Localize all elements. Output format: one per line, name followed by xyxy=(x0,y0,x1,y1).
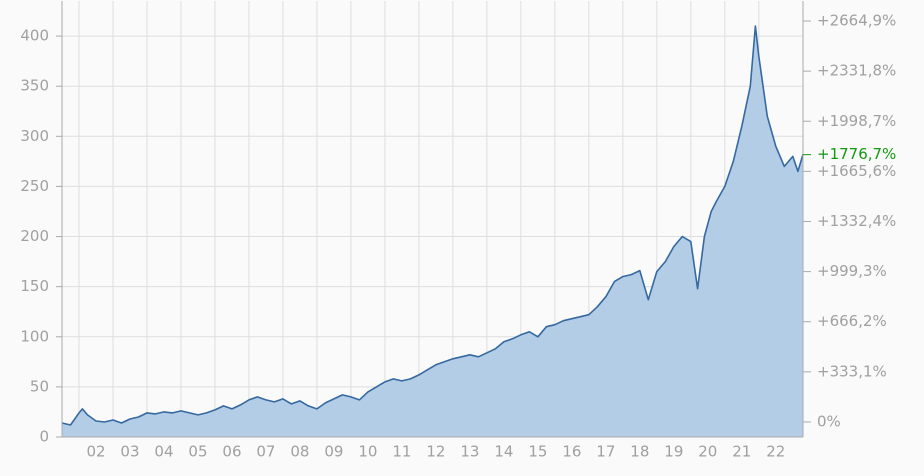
y2-tick-label: +1665,6% xyxy=(817,162,896,180)
x-tick-label: 16 xyxy=(562,443,581,461)
y2-tick-label: +999,3% xyxy=(817,262,887,280)
x-tick-label: 07 xyxy=(256,443,275,461)
y2-tick-label: +1998,7% xyxy=(817,112,896,130)
y-tick-label: 150 xyxy=(20,277,49,295)
x-tick-label: 22 xyxy=(766,443,785,461)
y-tick-label: 300 xyxy=(20,127,49,145)
y-tick-label: 50 xyxy=(30,377,49,395)
y2-tick-label: +2664,9% xyxy=(817,12,896,30)
x-tick-label: 02 xyxy=(86,443,105,461)
x-tick-label: 19 xyxy=(664,443,683,461)
y-tick-label: 250 xyxy=(20,177,49,195)
x-tick-label: 05 xyxy=(188,443,207,461)
x-tick-label: 13 xyxy=(460,443,479,461)
y2-tick-label: +333,1% xyxy=(817,362,887,380)
last-value-label: +1776,7% xyxy=(817,145,896,163)
x-tick-label: 15 xyxy=(528,443,547,461)
x-tick-label: 14 xyxy=(494,443,513,461)
y-tick-label: 350 xyxy=(20,77,49,95)
y-tick-label: 400 xyxy=(20,27,49,45)
x-tick-label: 17 xyxy=(596,443,615,461)
area-fill xyxy=(62,26,803,437)
x-tick-label: 12 xyxy=(426,443,445,461)
x-tick-label: 11 xyxy=(392,443,411,461)
x-tick-label: 10 xyxy=(358,443,377,461)
x-tick-label: 18 xyxy=(630,443,649,461)
x-tick-label: 08 xyxy=(290,443,309,461)
x-tick-label: 03 xyxy=(120,443,139,461)
x-tick-label: 21 xyxy=(732,443,751,461)
x-tick-label: 06 xyxy=(222,443,241,461)
y2-tick-label: +2331,8% xyxy=(817,62,896,80)
x-tick-label: 20 xyxy=(698,443,717,461)
y-tick-label: 200 xyxy=(20,227,49,245)
y2-tick-label: +666,2% xyxy=(817,312,887,330)
y-tick-label: 0 xyxy=(39,428,49,446)
y2-tick-label: +1332,4% xyxy=(817,212,896,230)
price-line xyxy=(61,25,804,426)
x-tick-label: 04 xyxy=(154,443,173,461)
y-tick-label: 100 xyxy=(20,327,49,345)
y2-tick-label: 0% xyxy=(817,412,841,430)
x-tick-label: 09 xyxy=(324,443,343,461)
